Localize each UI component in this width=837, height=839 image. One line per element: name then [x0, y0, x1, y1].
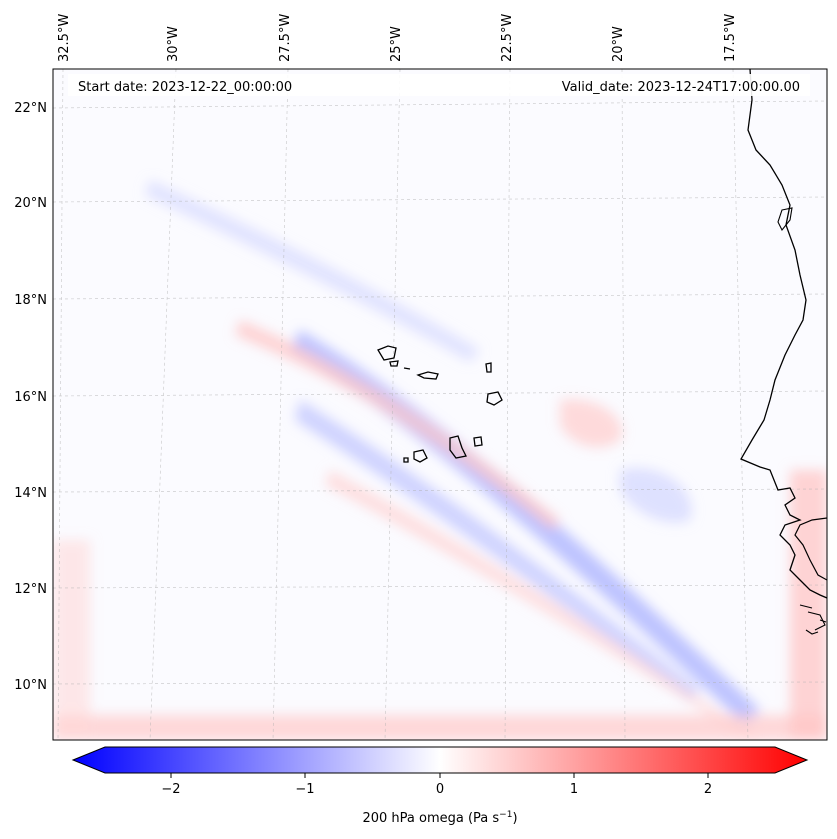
omega-blue-patch: [620, 468, 692, 523]
colorbar-body: [71, 746, 809, 774]
longitude-label: 22.5°W: [500, 14, 515, 62]
omega-field: [53, 180, 827, 740]
latitude-label: 12°N: [14, 582, 47, 597]
colorbar-title-suffix: ): [512, 811, 517, 826]
omega-red-east-edge: [790, 470, 827, 740]
valid-date-label: Valid_date: 2023-12-24T17:00:00.00: [562, 80, 800, 95]
meridian-25w: [384, 69, 401, 740]
omega-blue-band-main: [290, 330, 760, 725]
meridian-22-5w: [504, 69, 511, 740]
sal-island: [485, 362, 492, 373]
map-frame: [52, 68, 828, 741]
colorbar-tick-label: −2: [161, 782, 180, 797]
longitude-label: 17.5°W: [723, 14, 738, 62]
omega-blue-band-north: [145, 180, 480, 362]
meridian-17-5w: [732, 69, 749, 740]
meridian-27-5w: [272, 69, 289, 740]
sao-vicente-island: [389, 360, 399, 367]
santa-luzia-island: [403, 367, 411, 370]
omega-red-patch: [560, 399, 622, 448]
bissau-islands: [799, 604, 827, 635]
omega-red-south-edge: [53, 715, 827, 740]
longitude-label: 32.5°W: [57, 14, 72, 62]
start-date-label: Start date: 2023-12-22_00:00:00: [78, 80, 292, 95]
omega-red-band-main: [235, 320, 560, 530]
colorbar-title-main: 200 hPa omega (Pa s: [362, 811, 499, 826]
colorbar-tick-label: 2: [704, 782, 712, 797]
latitude-label: 10°N: [14, 678, 47, 693]
longitude-label: 30°W: [166, 26, 181, 62]
longitude-label: 25°W: [389, 26, 404, 62]
info-bar-background: [68, 74, 810, 96]
latitude-label: 18°N: [14, 293, 47, 308]
longitude-label: 20°W: [611, 26, 626, 62]
gridlines: [53, 69, 827, 740]
maio-island: [473, 436, 483, 447]
colorbar-ticks: [170, 773, 709, 778]
colorbar-tick-label: 1: [570, 782, 578, 797]
latitude-label: 14°N: [14, 486, 47, 501]
meridian-30w: [149, 69, 177, 740]
santiago-island: [449, 435, 467, 459]
omega-blue-band-secondary: [295, 400, 700, 700]
colorbar-title-sup: −1: [499, 810, 512, 820]
omega-red-band-secondary: [325, 470, 760, 740]
longitude-label: 27.5°W: [278, 14, 293, 62]
brava-island: [403, 457, 409, 463]
africa-coastline-west: [794, 517, 827, 581]
latitude-labels: 22°N 20°N 18°N 16°N 14°N 12°N 10°N: [14, 101, 47, 693]
latitude-label: 22°N: [14, 101, 47, 116]
omega-red-west-edge: [53, 540, 90, 740]
colorbar-tick-label: 0: [436, 782, 444, 797]
boa-vista-island: [486, 391, 503, 406]
santo-antao-island: [377, 345, 397, 361]
latitude-label: 20°N: [14, 196, 47, 211]
colorbar-tick-label: −1: [295, 782, 314, 797]
meridian-20w: [621, 69, 626, 740]
colorbar: −2 −1 0 1 2 200 hPa omega (Pa s−1): [71, 746, 809, 826]
colorbar-title: 200 hPa omega (Pa s−1): [362, 810, 517, 826]
fogo-island: [413, 449, 428, 463]
latitude-label: 16°N: [14, 390, 47, 405]
meridian-32-5w: [57, 69, 64, 740]
africa-coastline: [740, 69, 827, 599]
sao-nicolau-island: [416, 371, 439, 380]
map-panel[interactable]: [53, 69, 827, 740]
cape-verde-islands: [377, 345, 503, 463]
longitude-labels: 32.5°W 30°W 27.5°W 25°W 22.5°W 20°W 17.5…: [57, 14, 738, 62]
coast-inlet-north: [777, 207, 793, 232]
map-background: [53, 69, 827, 740]
